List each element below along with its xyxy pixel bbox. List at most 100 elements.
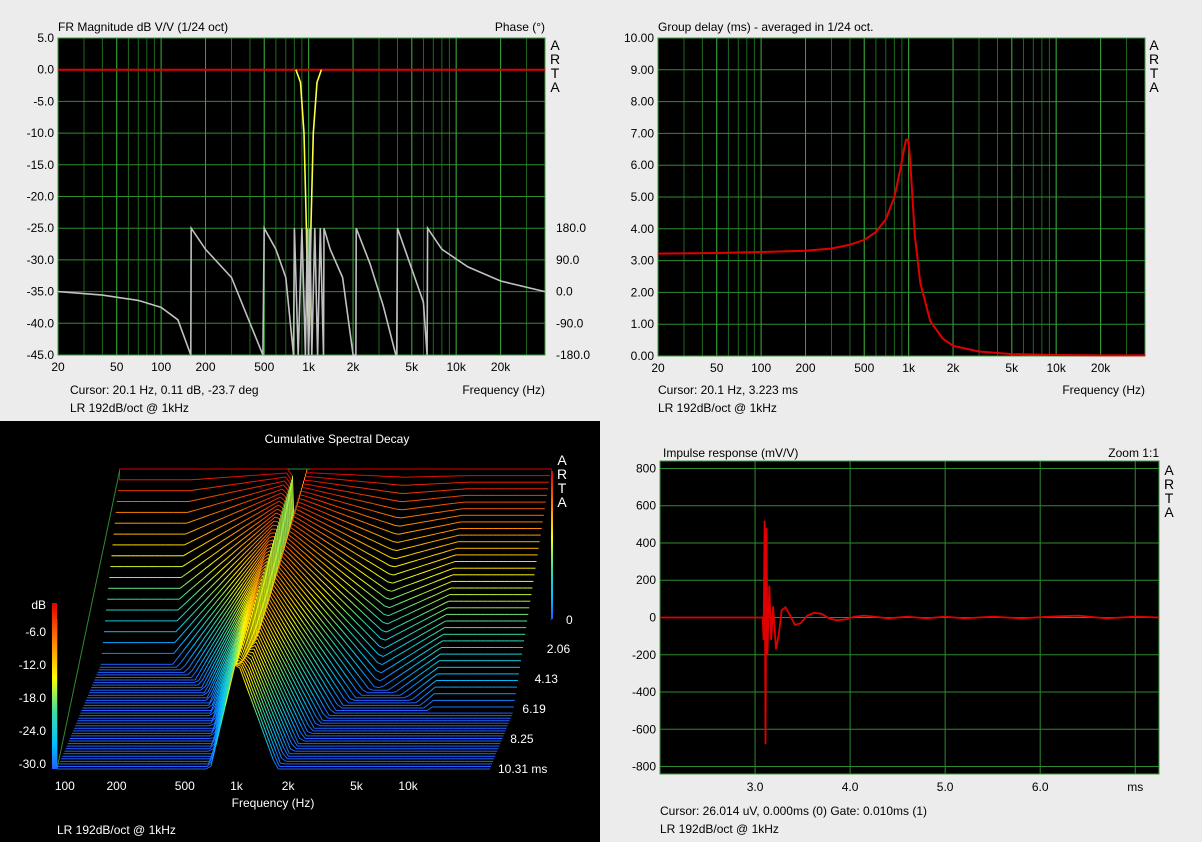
csd-slice-segment	[324, 668, 331, 677]
arta-letter-1: R	[550, 51, 560, 67]
csd-slice-segment	[430, 567, 436, 571]
csd-slice-segment	[327, 503, 334, 506]
csd-slice-segment	[448, 542, 454, 545]
csd-slice-segment	[288, 530, 294, 535]
csd-slice-segment	[373, 649, 379, 655]
csd-slice-segment	[208, 654, 214, 664]
csd-slice-segment	[218, 485, 224, 488]
csd-slice-segment	[388, 642, 395, 647]
csd-slice-segment	[247, 481, 253, 483]
csd-slice-segment	[390, 626, 397, 631]
csd-slice-segment	[206, 688, 213, 699]
csd-slice-segment	[357, 506, 363, 509]
csd-slice-segment	[372, 613, 379, 619]
csd-slice-segment	[314, 624, 320, 632]
csd-slice-segment	[335, 541, 342, 546]
csd-slice-segment	[383, 613, 389, 617]
csd-slice-segment	[281, 626, 288, 636]
csd-slice-segment	[228, 590, 235, 598]
csd-slice-segment	[404, 627, 410, 631]
csd-slice-segment	[374, 564, 380, 569]
csd-slice-segment	[330, 602, 336, 609]
csd-slice-segment	[267, 512, 273, 517]
csd-slice-segment	[419, 612, 426, 616]
csd-slice-segment	[256, 667, 263, 680]
csd-slice-segment	[305, 491, 311, 494]
csd-slice-segment	[278, 699, 285, 712]
csd-slice-segment	[259, 529, 265, 535]
csd-slice-segment	[224, 638, 230, 649]
csd-slice-segment	[432, 553, 439, 556]
csd-slice-segment	[226, 640, 233, 652]
csd-slice-segment	[357, 480, 363, 483]
csd-slice-segment	[417, 600, 423, 604]
csd-slice-segment	[266, 496, 272, 500]
csd-slice-segment	[332, 591, 338, 597]
csd-slice-segment	[333, 552, 340, 557]
csd-slice-segment	[224, 667, 230, 681]
csd-slice-segment	[295, 508, 301, 512]
csd-slice-segment	[190, 642, 197, 650]
csd-slice-segment	[319, 542, 325, 547]
csd-slice-segment	[348, 562, 354, 567]
csd-slice-segment	[336, 511, 342, 515]
csd-slice-segment	[309, 618, 316, 626]
csd-slice-segment	[259, 508, 266, 513]
csd-slice-segment	[233, 583, 240, 591]
csd-slice-segment	[254, 564, 261, 573]
csd-slice-segment	[406, 673, 412, 678]
csd-slice-segment	[396, 652, 402, 657]
z-top-label: 0	[566, 613, 573, 627]
csd-slice-segment	[235, 594, 241, 603]
csd-slice-segment	[287, 630, 294, 639]
csd-slice-segment	[349, 497, 355, 500]
csd-slice-segment	[276, 679, 282, 691]
csd-slice-segment	[361, 619, 367, 625]
csd-slice-segment	[452, 515, 458, 518]
group-delay-panel: 10.00 9.00 8.00 7.00 6.00 5.00 4.00 3.00 2.00 1.0…	[601, 0, 1202, 420]
csd-slice-segment	[194, 488, 200, 491]
csd-slice-segment	[444, 569, 450, 573]
csd-slice-segment	[299, 737, 305, 742]
csd-slice-segment	[190, 601, 197, 607]
x-tick-label: 1k	[902, 361, 916, 375]
csd-slice-segment	[311, 641, 317, 649]
csd-slice-segment	[356, 614, 362, 620]
csd-slice-segment	[355, 492, 361, 495]
csd-slice-segment	[419, 521, 425, 524]
csd-slice-segment	[206, 606, 213, 614]
csd-slice-segment	[305, 704, 312, 715]
csd-slice-segment	[353, 566, 359, 571]
csd-slice-segment	[179, 584, 186, 589]
csd-slice-segment	[252, 592, 259, 602]
csd-slice-segment	[237, 559, 244, 566]
csd-slice-segment	[187, 596, 193, 602]
csd-slice-segment	[405, 680, 411, 686]
csd-slice-segment	[450, 529, 456, 532]
csd-slice-segment	[395, 624, 402, 628]
arta-letter-2: T	[558, 480, 567, 496]
csd-slice-segment	[311, 670, 318, 680]
csd-slice-segment	[436, 591, 442, 595]
csd-slice-segment	[200, 655, 207, 664]
csd-slice-segment	[302, 499, 309, 502]
csd-slice-segment	[215, 673, 221, 686]
csd-slice-segment	[459, 501, 465, 504]
csd-slice-segment	[415, 580, 421, 583]
csd-slice-segment	[393, 541, 398, 543]
csd-slice-segment	[352, 537, 358, 541]
csd-slice-segment	[275, 714, 282, 726]
csd-slice-segment	[285, 560, 292, 567]
csd-slice-segment	[246, 554, 252, 561]
csd-slice-segment	[256, 555, 263, 564]
csd-slice-segment	[232, 571, 238, 578]
csd-slice-segment	[344, 691, 351, 699]
csd-slice-segment	[302, 654, 308, 664]
csd-slice-segment	[257, 539, 263, 545]
csd-slice-segment	[213, 585, 220, 592]
csd-slice-segment	[304, 586, 310, 593]
csd-slice-segment	[183, 590, 190, 596]
csd-slice-segment	[259, 656, 266, 668]
csd-slice-segment	[451, 522, 457, 525]
csd-slice-segment	[404, 654, 411, 659]
